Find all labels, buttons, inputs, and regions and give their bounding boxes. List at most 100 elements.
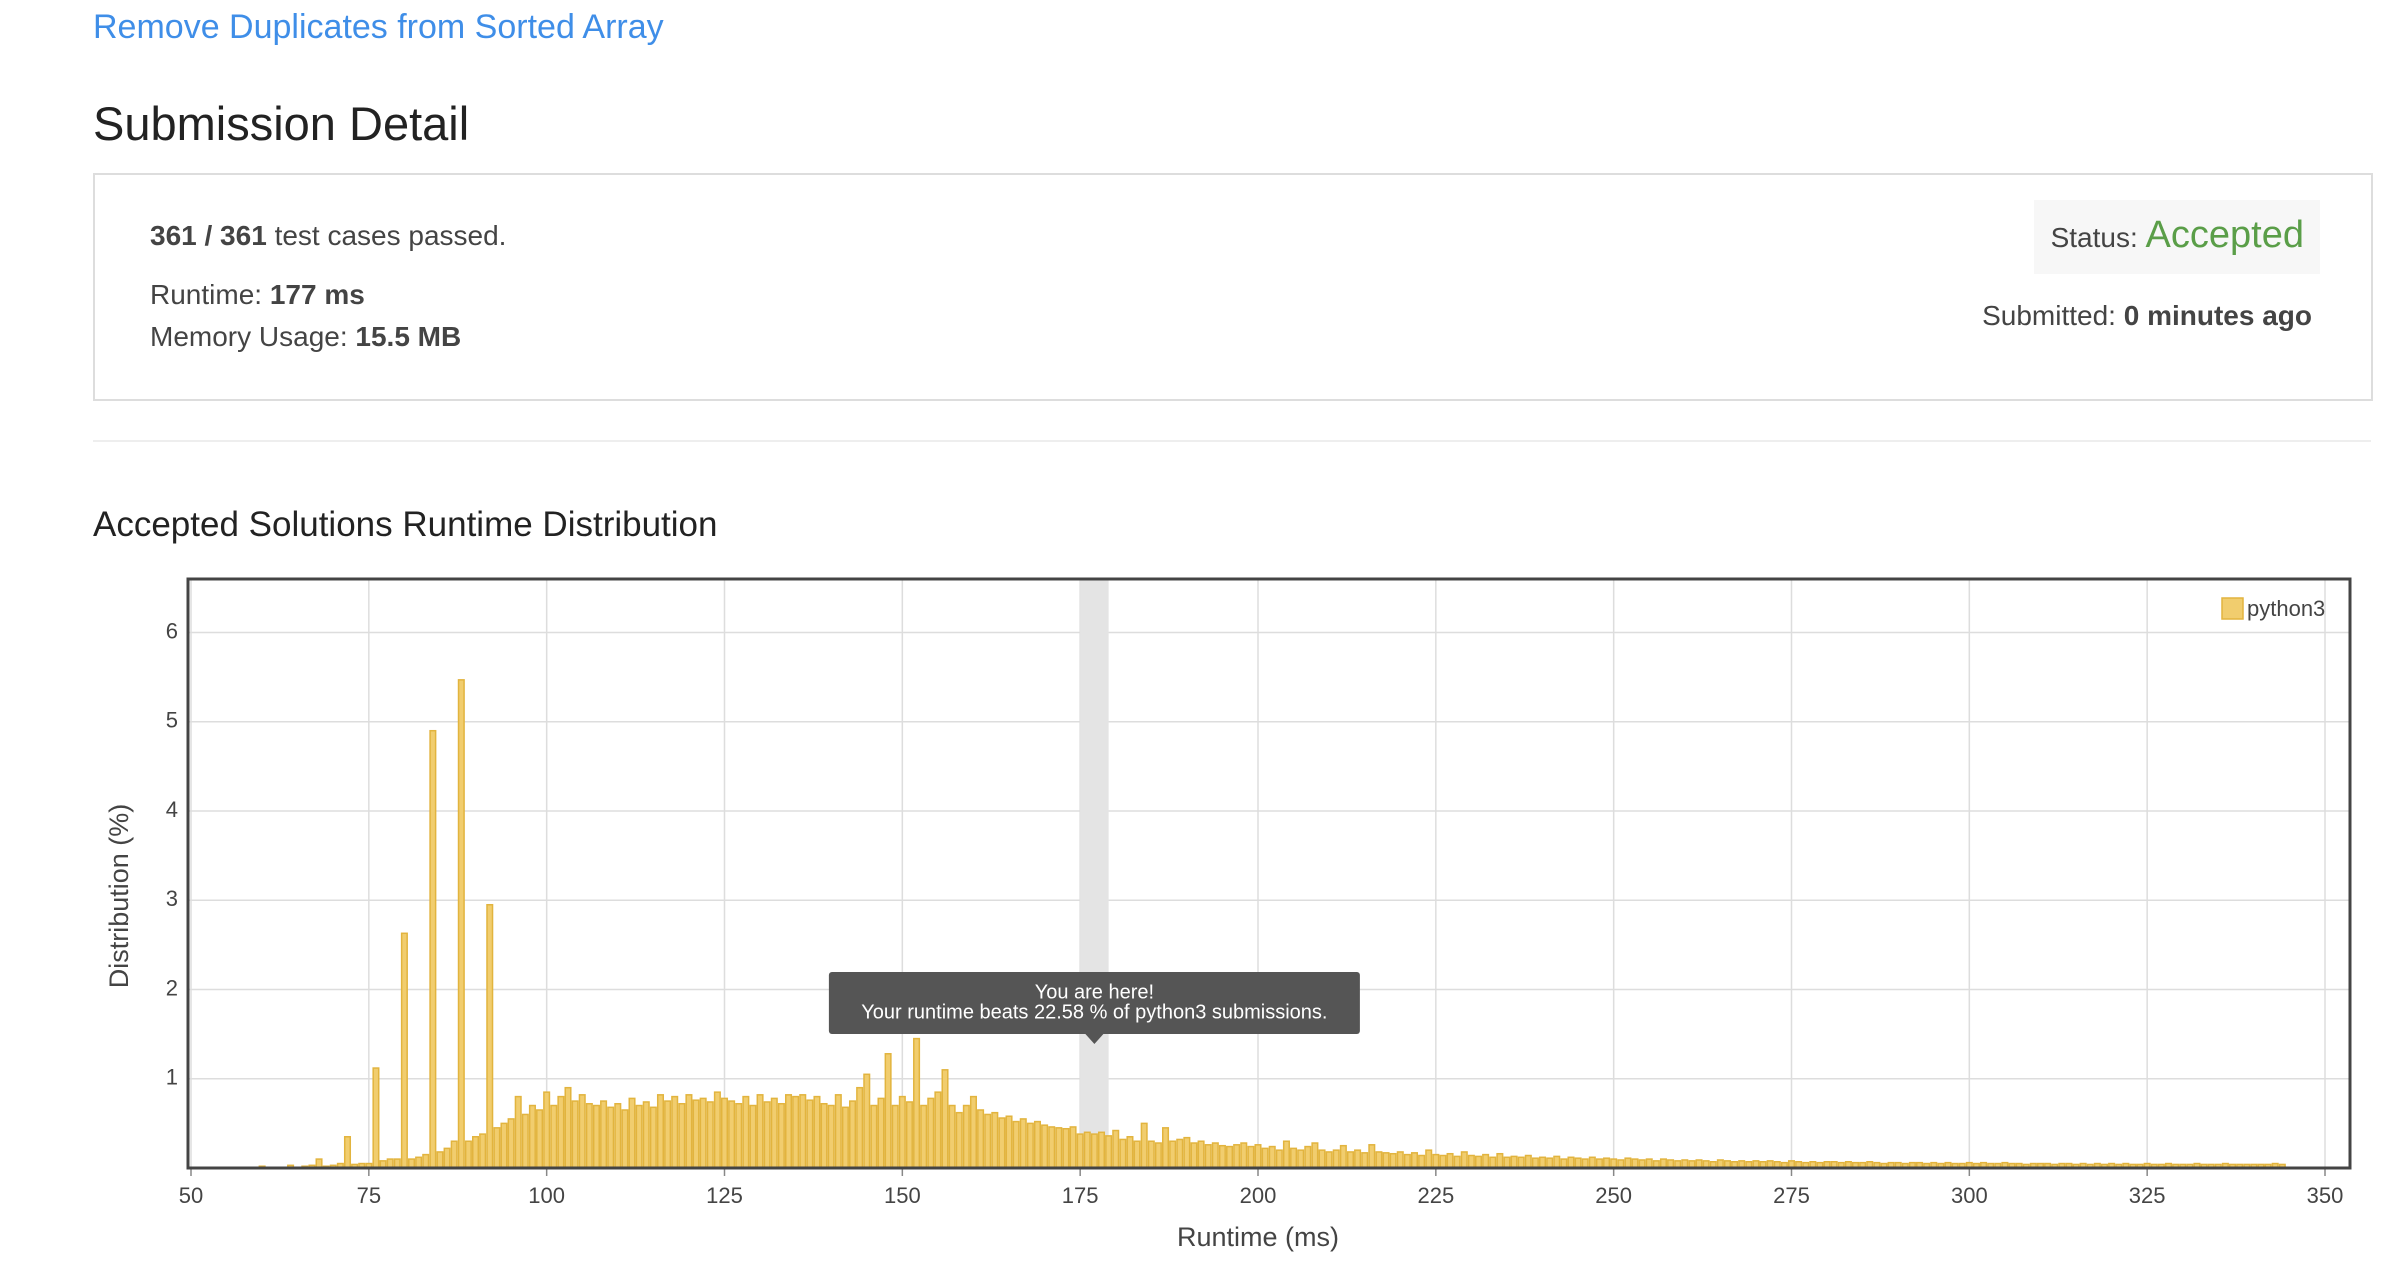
bar (927, 1097, 935, 1169)
bar (493, 1127, 501, 1169)
x-tick-label: 350 (2307, 1183, 2344, 1208)
problem-link[interactable]: Remove Duplicates from Sorted Array (93, 8, 664, 46)
bar (514, 1095, 522, 1169)
runtime-value: 177 ms (269, 279, 365, 310)
bar (628, 1097, 636, 1169)
bar (834, 1094, 842, 1169)
bar (728, 1100, 736, 1169)
bar (472, 1136, 480, 1169)
chart-title: Accepted Solutions Runtime Distribution (93, 505, 718, 544)
bar (1382, 1152, 1390, 1169)
x-tick-label: 50 (179, 1183, 203, 1208)
bar (671, 1095, 679, 1169)
bar (1183, 1136, 1191, 1169)
bar (1147, 1140, 1155, 1169)
bar (1290, 1147, 1298, 1169)
bar (1553, 1155, 1561, 1169)
bar (884, 1053, 892, 1169)
bar (536, 1109, 544, 1169)
bar (343, 1136, 352, 1169)
bar (507, 1118, 515, 1169)
bar (856, 1086, 864, 1169)
submitted: Submitted: 0 minutes ago (1982, 300, 2312, 332)
bar (1539, 1156, 1547, 1169)
bar (905, 1101, 913, 1169)
memory-value: 15.5 MB (355, 321, 462, 352)
bar (1311, 1142, 1319, 1169)
bar (635, 1104, 643, 1169)
bar (1033, 1120, 1042, 1169)
bar (1446, 1152, 1454, 1169)
bar (706, 1101, 714, 1169)
bar (1489, 1156, 1497, 1169)
x-tick-label: 175 (1062, 1183, 1099, 1208)
bar (827, 1104, 835, 1169)
bar (799, 1094, 807, 1169)
bar (1133, 1140, 1141, 1169)
bar (913, 1037, 921, 1169)
bar (898, 1095, 906, 1169)
x-axis-label: Runtime (ms) (1177, 1222, 1339, 1252)
bar (578, 1094, 586, 1169)
bar (713, 1091, 721, 1169)
x-tick-label: 225 (1417, 1183, 1454, 1208)
bar (585, 1102, 593, 1169)
bar (735, 1102, 743, 1169)
y-tick-label: 6 (166, 618, 178, 643)
bar (806, 1099, 814, 1169)
bar (656, 1094, 665, 1169)
bar (521, 1113, 529, 1169)
bar (877, 1097, 885, 1169)
highlight-band (1080, 579, 1109, 1168)
bar (1410, 1152, 1419, 1169)
bar (1105, 1135, 1113, 1169)
bar (1233, 1144, 1241, 1169)
bar (742, 1095, 750, 1169)
bar (685, 1094, 693, 1169)
bar (1453, 1155, 1461, 1169)
bar (1012, 1120, 1020, 1169)
bar (863, 1073, 871, 1169)
bar (1297, 1149, 1305, 1169)
status: Status: Accepted (2051, 214, 2304, 257)
bar (820, 1102, 828, 1169)
bar (1510, 1155, 1518, 1169)
submission-box (93, 173, 2373, 401)
status-value[interactable]: Accepted (2145, 214, 2304, 256)
bar (1247, 1145, 1255, 1169)
bar (792, 1095, 800, 1169)
bar (1190, 1142, 1198, 1169)
bar (813, 1095, 821, 1169)
legend-label: python3 (2247, 596, 2325, 621)
bar (1169, 1140, 1177, 1169)
status-background (2034, 200, 2320, 274)
bar (1474, 1155, 1483, 1169)
bar (1062, 1127, 1070, 1169)
runtime-label: Runtime: (150, 279, 263, 310)
bar (1090, 1133, 1098, 1169)
bar (1162, 1127, 1170, 1169)
bar (1418, 1154, 1426, 1169)
x-tick-label: 325 (2129, 1183, 2166, 1208)
bar (1204, 1144, 1212, 1169)
bar (614, 1102, 622, 1169)
passed-text: test cases passed. (274, 220, 507, 251)
bar (1126, 1136, 1134, 1169)
bar (664, 1100, 672, 1169)
bar (550, 1104, 558, 1169)
runtime: Runtime: 177 ms (150, 279, 365, 311)
bar (1211, 1142, 1219, 1169)
bar (1368, 1144, 1376, 1169)
test-cases: 361 / 361 test cases passed. (150, 220, 506, 252)
bar (870, 1104, 878, 1169)
bar (600, 1100, 608, 1169)
bar (1325, 1151, 1333, 1169)
bar (372, 1067, 380, 1169)
bar (1218, 1144, 1226, 1169)
bar (1254, 1144, 1262, 1169)
bar (1318, 1149, 1326, 1169)
bar (486, 903, 494, 1169)
bar (450, 1140, 458, 1169)
y-tick-label: 4 (166, 797, 178, 822)
